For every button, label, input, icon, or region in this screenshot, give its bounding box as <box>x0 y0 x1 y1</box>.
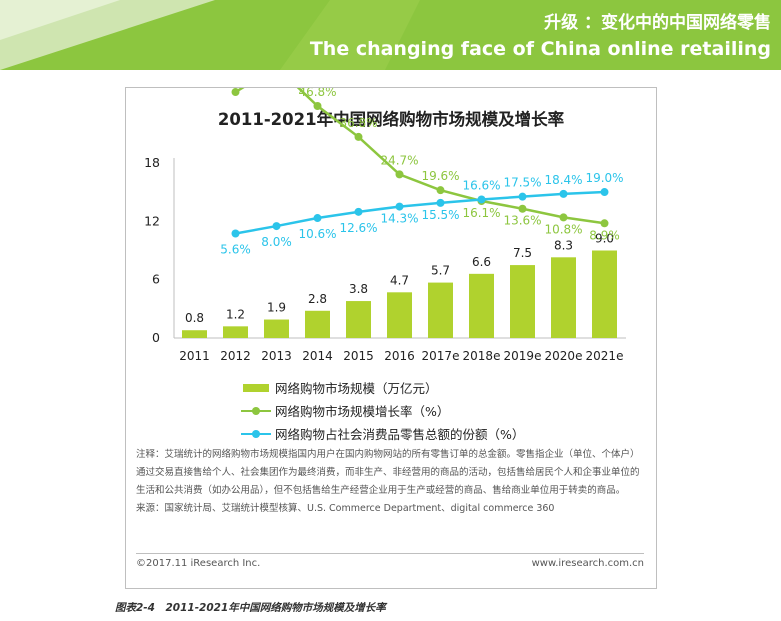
share-line <box>235 190 605 235</box>
chart-legend: 网络购物市场规模（万亿元） 网络购物市场规模增长率（%） 网络购物占社会消费品零… <box>241 376 524 445</box>
x-tick-label: 2014 <box>302 349 333 363</box>
growth-point <box>436 186 445 195</box>
share-value-label: 8.0% <box>261 235 292 249</box>
share-point <box>313 214 322 223</box>
y-tick-label: 6 <box>152 272 160 287</box>
bar-value-label: 1.9 <box>267 301 286 315</box>
bar-value-label: 7.5 <box>513 246 532 260</box>
x-tick-label: 2020e <box>545 349 583 363</box>
legend-item-market-size: 网络购物市场规模（万亿元） <box>241 376 524 399</box>
share-value-label: 18.4% <box>544 173 582 187</box>
x-tick-label: 2019e <box>504 349 542 363</box>
growth-value-label: 36.8% <box>339 116 377 130</box>
share-value-label: 12.6% <box>339 221 377 235</box>
header-title-cn: 升级 ：变化中的中国网络零售 <box>544 13 771 33</box>
legend-share-swatch <box>241 428 271 440</box>
bar-market-size <box>469 273 494 338</box>
share-value-label: 16.6% <box>462 178 500 192</box>
bar-market-size <box>305 310 330 338</box>
share-point <box>518 192 527 201</box>
x-tick-label: 2018e <box>463 349 501 363</box>
growth-value-label: 10.8% <box>544 222 582 236</box>
share-value-label: 17.5% <box>503 176 541 190</box>
footer-divider <box>136 553 644 554</box>
growth-point <box>354 132 363 141</box>
bar-value-label: 3.8 <box>349 282 368 296</box>
y-tick-label: 18 <box>144 155 160 170</box>
growth-line <box>234 88 605 225</box>
header-banner: 升级 ：变化中的中国网络零售 The changing face of Chin… <box>0 0 781 70</box>
share-value-label: 19.0% <box>585 171 623 185</box>
legend-bar-swatch <box>241 382 271 394</box>
growth-point <box>231 88 240 97</box>
legend-label-growth-rate: 网络购物市场规模增长率（%） <box>275 404 450 419</box>
chart-panel: 2011-2021年中国网络购物市场规模及增长率 0 6 12 18 2011 2012 2… <box>125 87 657 589</box>
growth-value-label: 46.8% <box>298 88 336 99</box>
y-tick-label: 12 <box>144 213 160 228</box>
bar-value-label: 5.7 <box>431 264 450 278</box>
bar-market-size <box>592 250 617 338</box>
share-point <box>436 198 445 207</box>
share-point <box>272 222 281 231</box>
bar-market-size <box>551 257 576 338</box>
growth-point <box>518 204 527 213</box>
growth-value-label: 8.9% <box>589 228 620 242</box>
share-point <box>600 188 609 197</box>
growth-value-label: 13.6% <box>503 214 541 228</box>
growth-value-label: 24.7% <box>380 153 418 167</box>
chart-plot: 0 6 12 18 2011 2012 2013 2014 2015 2016 2017e 2018e… <box>144 88 626 363</box>
growth-point <box>313 101 322 110</box>
growth-value-label: 16.1% <box>462 206 500 220</box>
legend-label-market-size: 网络购物市场规模（万亿元） <box>275 381 438 396</box>
bar-value-label: 6.6 <box>472 255 491 269</box>
bar-market-size <box>510 265 535 338</box>
growth-point <box>395 170 404 179</box>
share-point <box>395 202 404 211</box>
bar-value-label: 8.3 <box>554 238 573 252</box>
legend-growth-swatch <box>241 405 271 417</box>
bar-value-label: 1.2 <box>226 307 245 321</box>
bar-value-label: 9.0 <box>595 232 614 246</box>
source-text: 来源：国家统计局、艾瑞统计模型核算、U.S. Commerce Departme… <box>136 503 555 514</box>
x-tick-label: 2021e <box>586 349 624 363</box>
bar-value-label: 2.8 <box>308 292 327 306</box>
x-tick-label: 2011 <box>179 349 210 363</box>
copyright-text: ©2017.11 iResearch Inc. <box>136 558 261 569</box>
bar-market-size <box>223 326 248 338</box>
share-point <box>559 189 568 198</box>
chart-title: 2011-2021年中国网络购物市场规模及增长率 <box>217 110 565 129</box>
website-url: www.iresearch.com.cn <box>531 558 644 569</box>
x-tick-label: 2015 <box>343 349 374 363</box>
growth-point <box>559 213 568 222</box>
bar-market-size <box>428 282 453 338</box>
share-value-label: 15.5% <box>421 208 459 222</box>
x-tick-label: 2017e <box>422 349 460 363</box>
bar-value-label: 0.8 <box>185 311 204 325</box>
growth-point <box>600 219 609 228</box>
banner-background <box>0 0 781 70</box>
share-value-label: 5.6% <box>220 243 251 257</box>
share-value-label: 14.3% <box>380 212 418 226</box>
x-tick-label: 2013 <box>261 349 292 363</box>
figure-caption: 图表2-4 2011-2021年中国网络购物市场规模及增长率 <box>115 602 386 614</box>
share-point <box>231 229 240 238</box>
legend-label-retail-share: 网络购物占社会消费品零售总额的份额（%） <box>275 427 525 442</box>
chart-notes: 注释：艾瑞统计的网络购物市场规模指国内用户在国内购物网站的所有零售订单的总金额。… <box>136 446 644 518</box>
share-value-label: 10.6% <box>298 227 336 241</box>
legend-item-growth-rate: 网络购物市场规模增长率（%） <box>241 399 524 422</box>
y-tick-label: 0 <box>152 330 160 345</box>
bar-market-size <box>387 292 412 338</box>
share-point <box>354 207 363 216</box>
legend-item-retail-share: 网络购物占社会消费品零售总额的份额（%） <box>241 422 524 445</box>
header-title-en: The changing face of China online retail… <box>309 38 771 60</box>
bar-market-size <box>182 330 207 338</box>
x-tick-label: 2016 <box>384 349 415 363</box>
growth-value-label: 19.6% <box>421 169 459 183</box>
share-point <box>477 195 486 204</box>
bar-market-size <box>264 319 289 338</box>
x-tick-label: 2012 <box>220 349 251 363</box>
note-text: 注释：艾瑞统计的网络购物市场规模指国内用户在国内购物网站的所有零售订单的总金额。… <box>136 449 640 496</box>
bar-market-size <box>346 301 371 338</box>
bar-value-label: 4.7 <box>390 273 409 287</box>
